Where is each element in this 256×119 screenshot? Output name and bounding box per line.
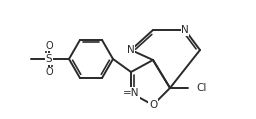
Text: S: S [46, 54, 52, 64]
Text: =N: =N [123, 88, 139, 98]
Text: Cl: Cl [196, 83, 206, 93]
Text: O: O [45, 67, 53, 77]
Text: O: O [149, 100, 157, 110]
Text: N: N [127, 45, 135, 55]
Text: O: O [45, 41, 53, 51]
Text: N: N [181, 25, 189, 35]
